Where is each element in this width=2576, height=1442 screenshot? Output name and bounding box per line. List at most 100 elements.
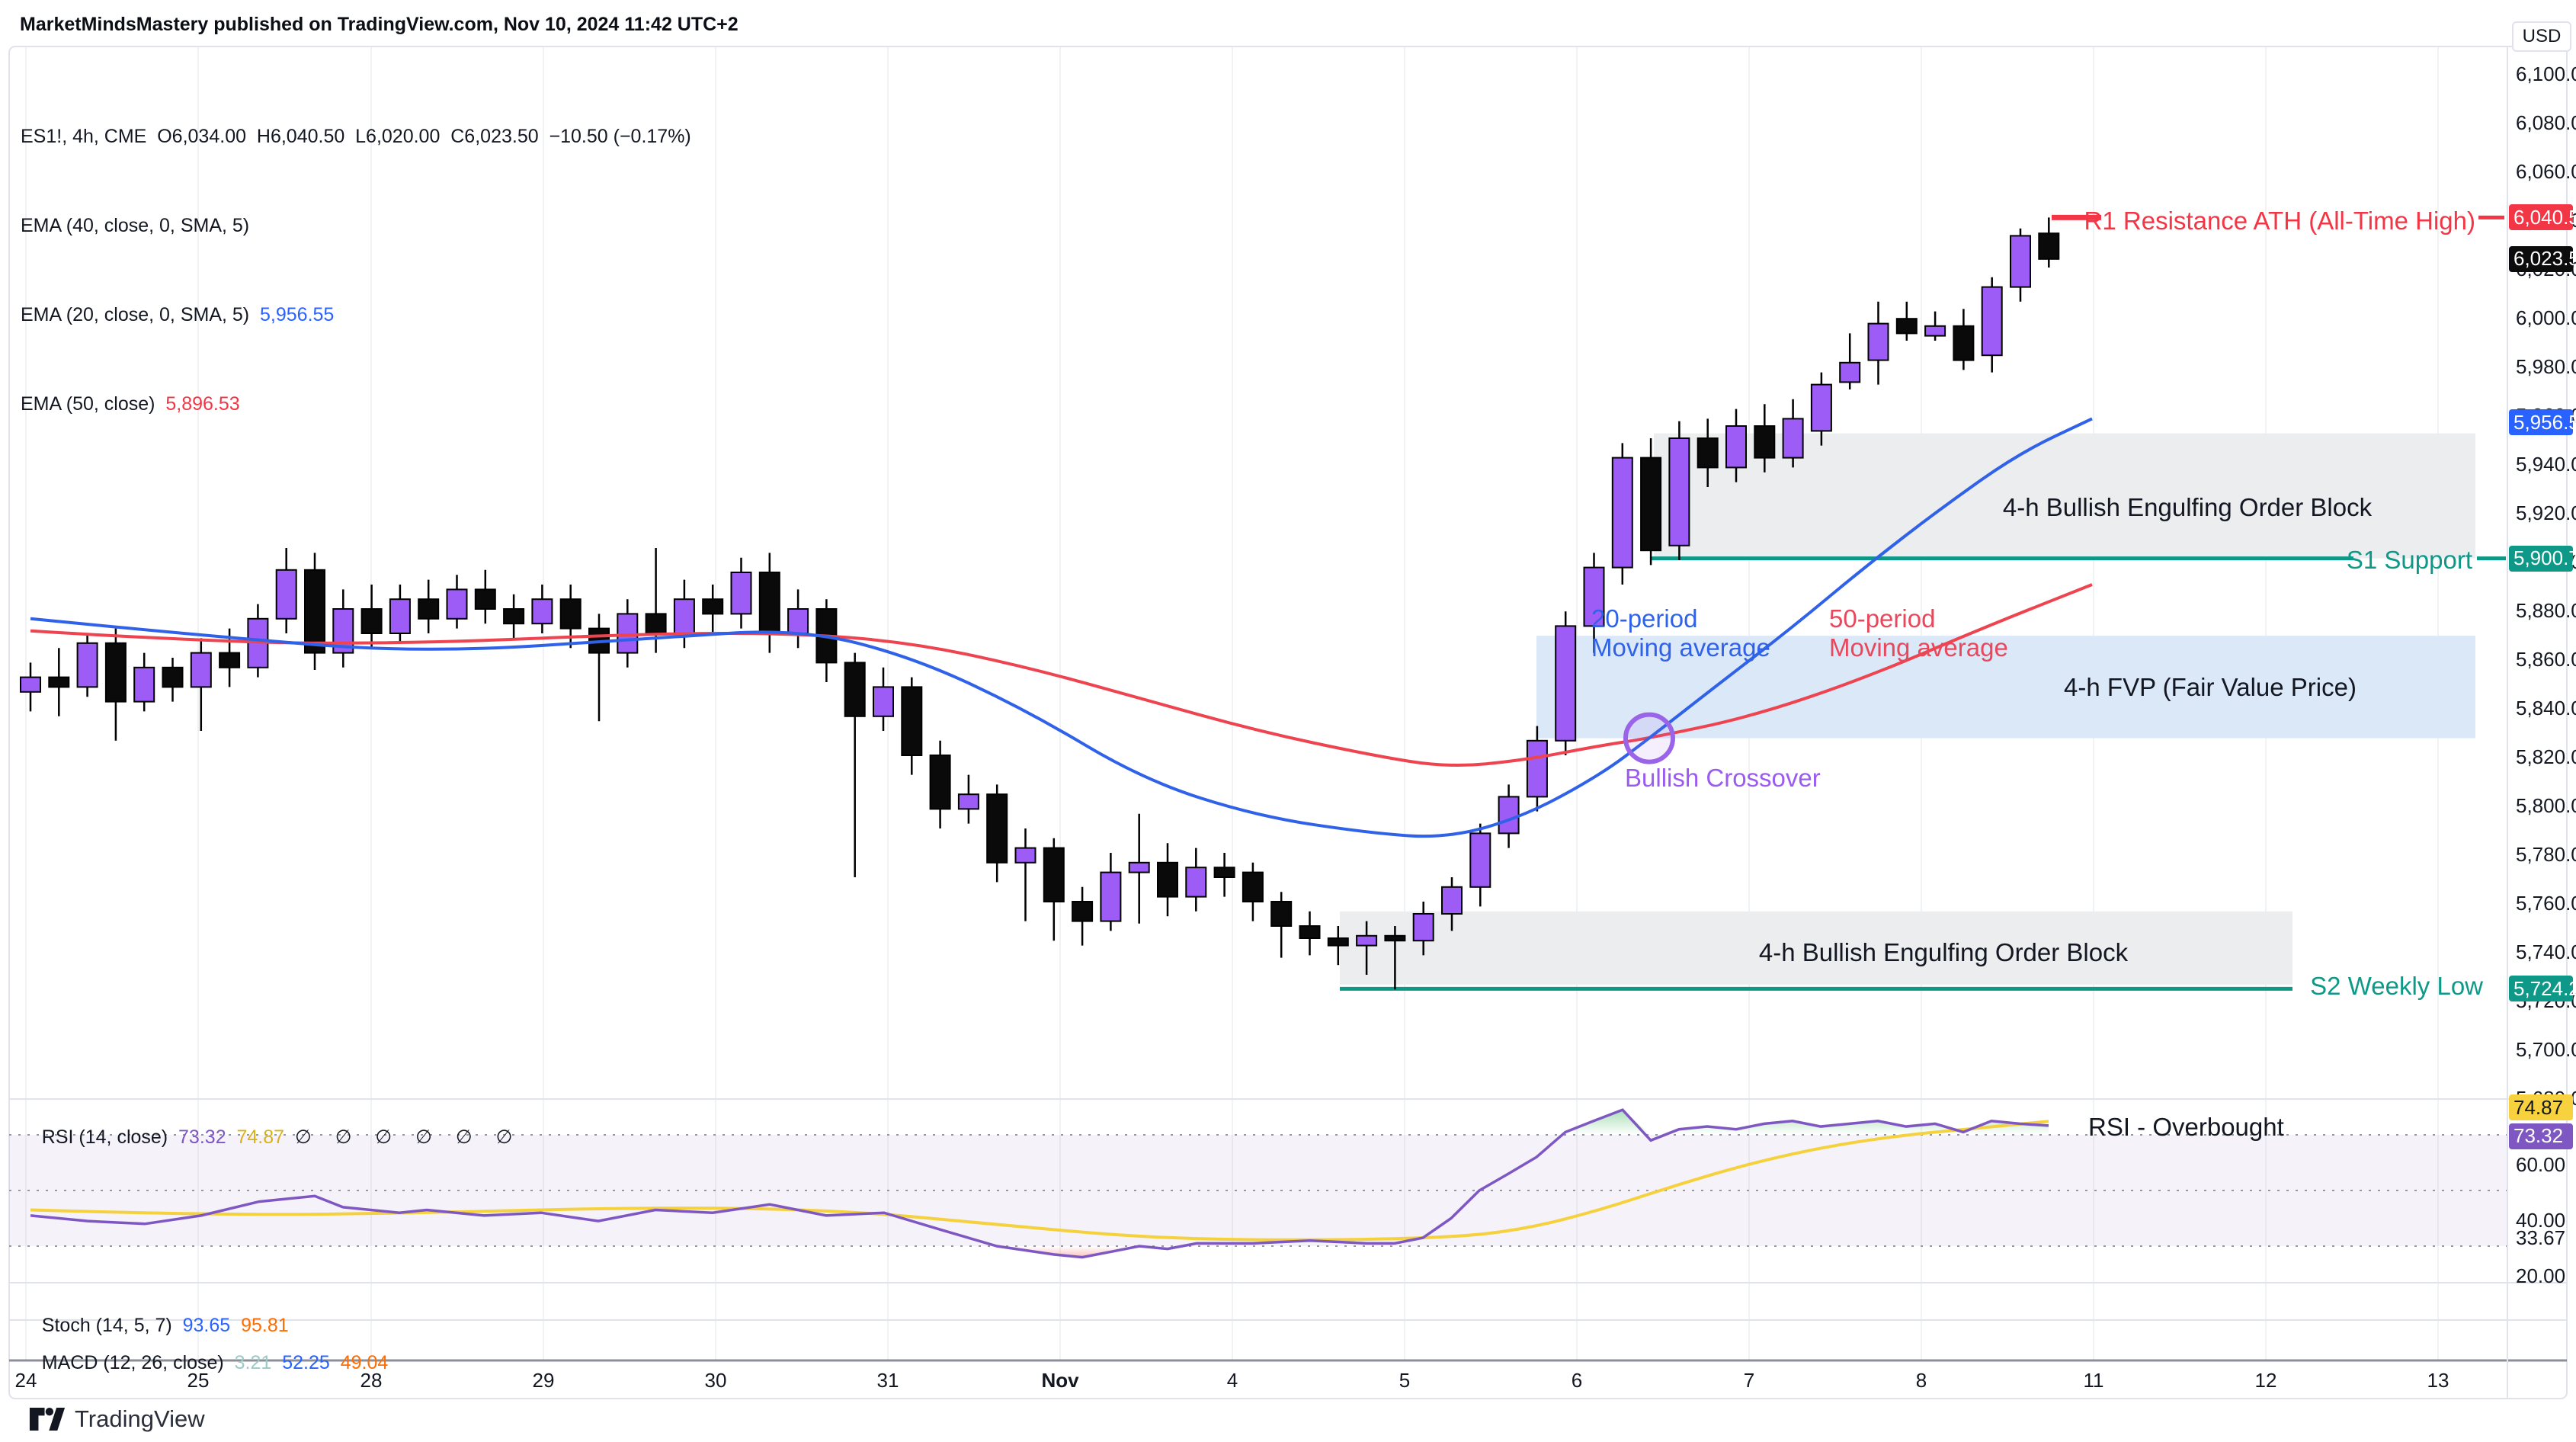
candle-bull xyxy=(787,608,809,634)
candle-bear xyxy=(104,642,127,703)
price-tick: 5,800.00 xyxy=(2516,794,2576,817)
time-tick: 8 xyxy=(1915,1369,1927,1392)
candle-bear xyxy=(1327,937,1349,947)
r1-resistance-label[interactable]: R1 Resistance ATH (All-Time High) xyxy=(2084,207,2475,235)
price-badge-s1: 5,900.75 xyxy=(2509,545,2576,572)
candle-bull xyxy=(1611,457,1633,569)
candle-bull xyxy=(389,598,411,635)
candle-bear xyxy=(929,755,951,810)
candle-bull xyxy=(1356,934,1378,947)
candle-bear xyxy=(162,666,184,688)
price-badge-s2: 5,724.25 xyxy=(2509,976,2576,1002)
candle-bear xyxy=(1299,925,1321,939)
candle-bear xyxy=(304,569,325,654)
candle-bull xyxy=(1128,861,1150,873)
price-tick: 5,700.00 xyxy=(2516,1038,2576,1061)
rsi-tick: 60.00 xyxy=(2516,1152,2566,1176)
rsi-legend-row[interactable]: RSI (14, close) 73.32 74.87 ∅ ∅ ∅ ∅ ∅ ∅ xyxy=(41,1126,522,1148)
time-tick: 4 xyxy=(1226,1369,1238,1392)
currency-selector[interactable]: USD xyxy=(2512,21,2571,52)
candle-bull xyxy=(446,588,468,620)
macd-legend-row[interactable]: MACD (12, 26, close) 3.21 52.25 49.04 xyxy=(41,1352,389,1373)
ema50-value: 5,896.53 xyxy=(165,393,240,415)
ema20-row[interactable]: EMA (20, close, 0, SMA, 5) 5,956.55 xyxy=(21,304,335,325)
bullish-crossover-label[interactable]: Bullish Crossover xyxy=(1625,764,1821,792)
time-tick: Nov xyxy=(1041,1369,1079,1392)
s2-weekly-low-label[interactable]: S2 Weekly Low xyxy=(2310,972,2483,1000)
rsi-tick: 33.67 xyxy=(2516,1226,2566,1249)
candle-bear xyxy=(1157,861,1178,898)
ma50-label[interactable]: 50-period Moving average xyxy=(1829,604,2008,662)
chart-frame xyxy=(8,46,2568,1399)
candle-bull xyxy=(1526,739,1548,798)
rsi-badge-main: 73.32 xyxy=(2509,1123,2573,1149)
stoch-legend-row[interactable]: Stoch (14, 5, 7) 93.65 95.81 xyxy=(41,1315,289,1336)
candle-bull xyxy=(190,652,212,688)
candle-bear xyxy=(702,598,724,615)
time-tick: 13 xyxy=(2427,1369,2449,1392)
candle-bear xyxy=(1640,457,1662,552)
price-tick: 5,980.00 xyxy=(2516,355,2576,378)
candle-bull xyxy=(957,793,979,810)
tradingview-watermark[interactable]: TradingView xyxy=(29,1405,205,1433)
ema50-line xyxy=(30,583,2093,767)
candle-bull xyxy=(275,569,297,620)
rsi-empty-values: ∅ ∅ ∅ ∅ ∅ ∅ xyxy=(294,1126,522,1148)
candle-bull xyxy=(1782,418,1804,459)
rsi-value-ma: 74.87 xyxy=(236,1126,285,1148)
time-tick: 24 xyxy=(14,1369,37,1392)
price-tick: 6,060.00 xyxy=(2516,160,2576,183)
macd-hist-value: 3.21 xyxy=(234,1352,272,1373)
candle-bull xyxy=(1583,566,1605,627)
price-tick: 5,880.00 xyxy=(2516,599,2576,622)
candle-bull xyxy=(1981,286,2003,357)
candle-bull xyxy=(1100,871,1122,922)
time-tick: 12 xyxy=(2254,1369,2277,1392)
candle-bull xyxy=(76,642,98,688)
candle-bear xyxy=(1213,867,1235,878)
rsi-band xyxy=(9,1135,2507,1246)
candle-bear xyxy=(418,598,440,620)
order-block-lower-label[interactable]: 4-h Bullish Engulfing Order Block xyxy=(1758,938,2129,966)
candle-bear xyxy=(1697,437,1719,469)
fvp-zone xyxy=(1536,636,2475,739)
bullish-crossover-circle xyxy=(1623,712,1675,764)
time-tick: 11 xyxy=(2083,1369,2104,1392)
s1-support-label[interactable]: S1 Support xyxy=(2346,546,2472,574)
rsi-overbought-label[interactable]: RSI - Overbought xyxy=(2088,1113,2284,1141)
ma20-label[interactable]: 20-period Moving average xyxy=(1591,604,1770,662)
candle-bear xyxy=(474,588,496,610)
macd-value: 52.25 xyxy=(282,1352,330,1373)
candle-bull xyxy=(1810,383,1832,432)
time-tick: 7 xyxy=(1743,1369,1755,1392)
candle-bear xyxy=(1953,325,1975,361)
candle-bull xyxy=(1014,847,1036,864)
candle-bear xyxy=(758,572,780,634)
chart-legend: ES1!, 4h, CME O6,034.00 H6,040.50 L6,020… xyxy=(21,62,691,479)
rsi-tick: 20.00 xyxy=(2516,1264,2566,1287)
candle-bear xyxy=(48,676,70,688)
candle-bear xyxy=(844,662,866,717)
symbol-ohlc-row[interactable]: ES1!, 4h, CME O6,034.00 H6,040.50 L6,020… xyxy=(21,126,691,147)
candle-bull xyxy=(1668,437,1690,546)
price-tick: 5,940.00 xyxy=(2516,453,2576,476)
candle-bear xyxy=(2038,232,2060,260)
candle-bull xyxy=(730,572,752,615)
candle-bull xyxy=(1412,913,1434,942)
fvp-label[interactable]: 4-h FVP (Fair Value Price) xyxy=(2064,673,2357,701)
ema20-value: 5,956.55 xyxy=(260,304,335,325)
candle-bull xyxy=(1469,832,1491,888)
rsi-overbought-fill xyxy=(1508,1110,2049,1135)
ema50-row[interactable]: EMA (50, close) 5,896.53 xyxy=(21,393,240,415)
candle-bull xyxy=(531,598,553,625)
ema40-row[interactable]: EMA (40, close, 0, SMA, 5) xyxy=(21,215,250,236)
candle-bull xyxy=(1725,425,1747,469)
order-block-upper-label[interactable]: 4-h Bullish Engulfing Order Block xyxy=(2002,493,2373,521)
time-tick: 25 xyxy=(187,1369,210,1392)
price-badge-close: 6,023.50 xyxy=(2509,245,2576,272)
candle-bull xyxy=(1555,625,1577,742)
price-tick: 5,860.00 xyxy=(2516,648,2576,671)
price-tick: 5,760.00 xyxy=(2516,892,2576,915)
